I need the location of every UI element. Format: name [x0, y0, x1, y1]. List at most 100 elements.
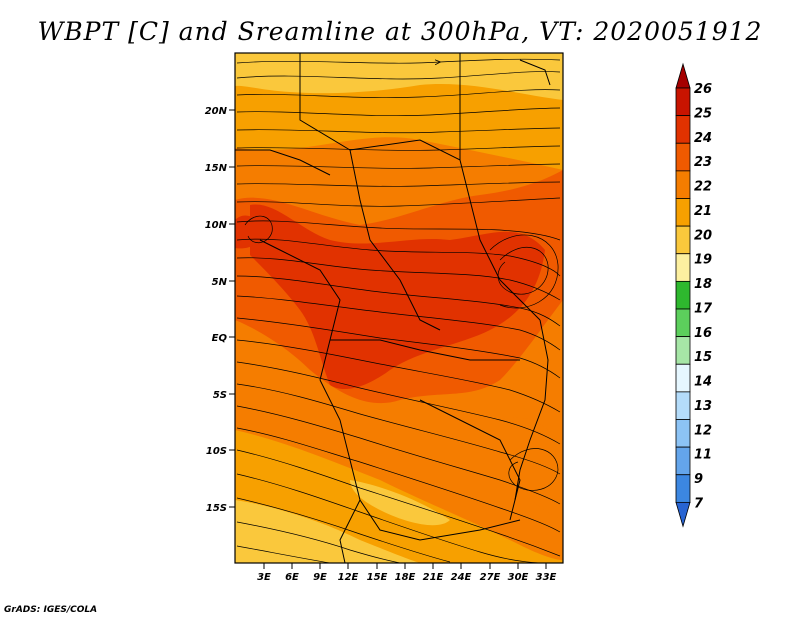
- colorbar-label: 24: [694, 131, 712, 146]
- colorbar-bottom-arrow: [675, 501, 691, 528]
- border-line: [419, 399, 521, 521]
- lon-axis: 3E 6E 9E 12E 15E 18E 21E 24E 27E 30E 33E: [257, 563, 557, 583]
- colorbar: 26 25 24 23 22 21 20 19 18 17 16 15 14 13 12 11 9 7: [675, 62, 713, 528]
- wbpt-band-20-blob: [350, 480, 450, 526]
- streamline: [244, 215, 273, 243]
- colorbar-label: 11: [694, 448, 712, 463]
- streamline: [236, 145, 561, 151]
- streamline: [236, 197, 561, 207]
- lat-tick-label: EQ: [212, 333, 228, 344]
- colorbar-swatch: [675, 419, 691, 448]
- colorbar-label: 25: [694, 106, 712, 121]
- map-frame: [234, 52, 564, 564]
- lat-tick-label: 5N: [212, 277, 228, 288]
- streamline: [236, 107, 561, 117]
- lon-tick-label: 15E: [367, 572, 388, 583]
- colorbar-label: 15: [694, 350, 712, 365]
- lat-tick-label: 10S: [206, 446, 227, 457]
- country-borders: [235, 53, 551, 563]
- lat-tick-label: 5S: [213, 390, 227, 401]
- grads-credit: GrADS: IGES/COLA: [4, 605, 97, 615]
- colorbar-label: 9: [694, 472, 703, 487]
- streamline: [236, 383, 561, 475]
- streamline: [236, 427, 561, 533]
- wbpt-band-20-south: [235, 500, 420, 563]
- streamline: [236, 473, 541, 563]
- streamline: [236, 497, 451, 563]
- wbpt-band-24-hot: [250, 204, 545, 390]
- border-line: [235, 149, 331, 176]
- streamline: [236, 181, 561, 187]
- colorbar-swatch: [675, 308, 691, 338]
- streamline: [508, 448, 559, 491]
- colorbar-swatch: [675, 446, 691, 476]
- streamline: [236, 545, 331, 563]
- lat-tick-label: 20N: [205, 106, 228, 117]
- lon-tick-label: 3E: [257, 572, 271, 583]
- colorbar-label: 16: [694, 326, 712, 341]
- lat-tick-label: 10N: [205, 220, 228, 231]
- colorbar-label: 21: [694, 204, 712, 219]
- colorbar-swatch: [675, 363, 691, 393]
- border-line: [349, 149, 441, 331]
- colorbar-label: 17: [694, 301, 713, 316]
- colorbar-top-arrow: [675, 62, 691, 89]
- streamline: [236, 127, 561, 134]
- border-line: [330, 339, 520, 361]
- colorbar-label: 20: [694, 228, 712, 243]
- streamline: [489, 234, 559, 309]
- lon-tick-label: 6E: [285, 572, 299, 583]
- colorbar-label: 7: [694, 496, 704, 511]
- lon-tick-label: 9E: [313, 572, 327, 583]
- border-line: [259, 239, 341, 381]
- colorbar-label: 26: [694, 82, 712, 97]
- streamline: [236, 220, 561, 241]
- wbpt-hot-spot-west: [235, 215, 262, 249]
- colorbar-swatch: [675, 87, 691, 117]
- lon-tick-label: 18E: [395, 572, 416, 583]
- streamline: [497, 246, 549, 295]
- colorbar-label: 12: [694, 423, 712, 438]
- lon-tick-label: 27E: [480, 572, 501, 583]
- streamlines: [236, 58, 561, 563]
- colorbar-label: 13: [694, 399, 712, 414]
- border-line: [299, 53, 461, 161]
- lat-tick-label: 15N: [205, 163, 228, 174]
- lon-tick-label: 21E: [423, 572, 444, 583]
- lon-tick-label: 24E: [451, 572, 472, 583]
- border-line: [339, 499, 361, 563]
- colorbar-label: 23: [694, 155, 712, 170]
- colorbar-swatch: [675, 225, 691, 255]
- map-title: WBPT [C] and Sreamline at 300hPa, VT: 20…: [38, 17, 763, 46]
- streamline: [236, 238, 561, 277]
- colorbar-swatch: [675, 170, 691, 199]
- streamline: [236, 339, 561, 413]
- lon-tick-label: 12E: [338, 572, 359, 583]
- streamline: [236, 71, 561, 80]
- map-panel: [235, 53, 563, 563]
- streamline: [236, 521, 401, 563]
- colorbar-swatch: [675, 142, 691, 172]
- colorbar-label: 18: [694, 277, 712, 292]
- streamline: [236, 89, 561, 99]
- colorbar-swatch: [675, 253, 691, 282]
- colorbar-swatch: [675, 336, 691, 365]
- streamline: [236, 275, 561, 327]
- colorbar-swatch: [675, 474, 691, 503]
- streamline: [236, 295, 561, 351]
- streamline: [236, 317, 561, 379]
- lon-tick-label: 30E: [508, 572, 529, 583]
- colorbar-swatch: [675, 198, 691, 227]
- colorbar-swatch: [675, 280, 691, 310]
- lon-tick-label: 33E: [536, 572, 557, 583]
- lat-tick-label: 15S: [206, 503, 227, 514]
- colorbar-label: 14: [694, 375, 712, 390]
- border-line: [519, 59, 551, 86]
- wbpt-band-east: [500, 417, 563, 520]
- colorbar-swatch: [675, 391, 691, 420]
- streamline: [236, 449, 561, 557]
- lat-axis: 20N 15N 10N 5N EQ 5S 10S 15S: [205, 106, 235, 514]
- coastline: [514, 319, 549, 501]
- colorbar-swatch: [675, 115, 691, 144]
- streamline: [236, 58, 561, 63]
